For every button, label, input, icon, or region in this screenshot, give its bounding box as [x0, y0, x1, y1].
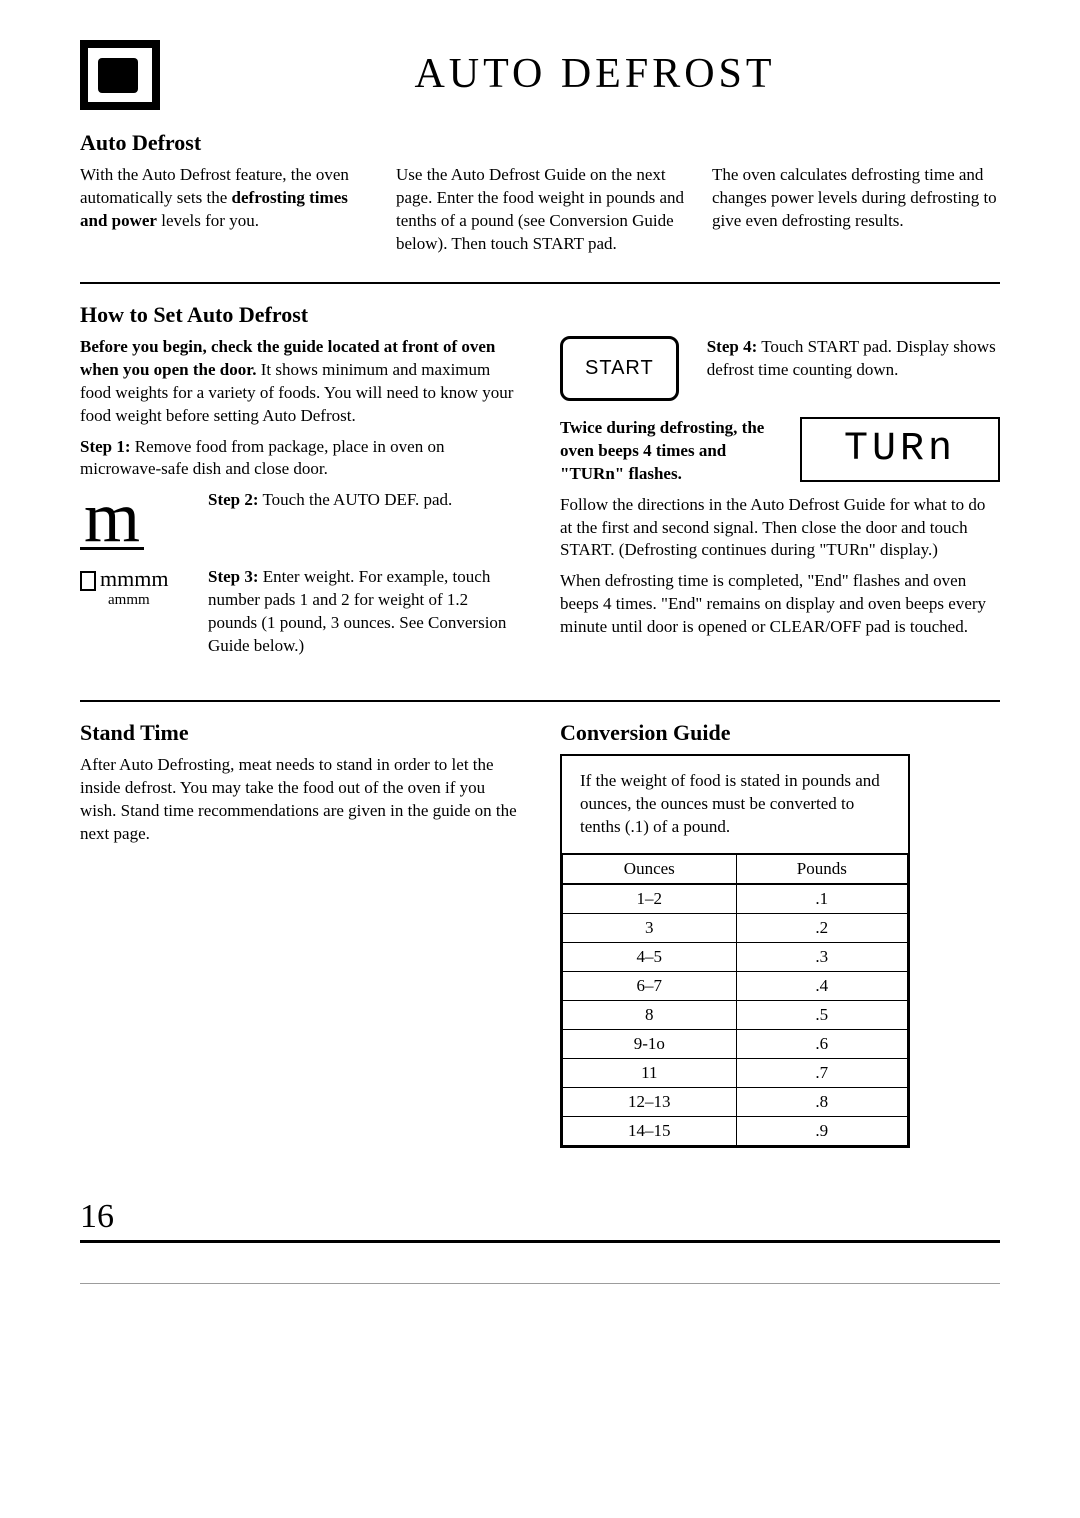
table-cell: .9 [736, 1116, 907, 1145]
page-title: AUTO DEFROST [190, 50, 1000, 98]
turn-followup: Follow the directions in the Auto Defros… [560, 494, 1000, 563]
table-cell: 14–15 [563, 1116, 737, 1145]
logo-icon [80, 40, 160, 110]
section-auto-defrost: Auto Defrost With the Auto Defrost featu… [80, 130, 1000, 264]
conversion-table: If the weight of food is stated in pound… [560, 754, 910, 1148]
step-1: Step 1: Remove food from package, place … [80, 436, 520, 482]
table-cell: .8 [736, 1087, 907, 1116]
table-cell: 8 [563, 1000, 737, 1029]
table-cell: 3 [563, 913, 737, 942]
table-row: 14–15.9 [563, 1116, 908, 1145]
table-cell: .2 [736, 913, 907, 942]
table-header-row: Ounces Pounds [563, 854, 908, 884]
table-cell: .7 [736, 1058, 907, 1087]
page-number: 16 [80, 1198, 1000, 1243]
table-cell: .3 [736, 942, 907, 971]
table-cell: .1 [736, 884, 907, 914]
col-ounces: Ounces [563, 854, 737, 884]
step-3: Step 3: Enter weight. For example, touch… [208, 566, 520, 658]
auto-defrost-col3: The oven calculates defrosting time and … [712, 164, 1000, 233]
auto-defrost-col1: With the Auto Defrost feature, the oven … [80, 164, 368, 233]
table-cell: .5 [736, 1000, 907, 1029]
auto-def-pad-icon: m [80, 489, 190, 550]
intro-text: Before you begin, check the guide locate… [80, 336, 520, 428]
table-row: 3.2 [563, 913, 908, 942]
table-cell: 4–5 [563, 942, 737, 971]
table-row: 9-1o.6 [563, 1029, 908, 1058]
section-stand-time: Stand Time After Auto Defrosting, meat n… [80, 720, 520, 1148]
end-paragraph: When defrosting time is completed, "End"… [560, 570, 1000, 639]
table-row: 1–2.1 [563, 884, 908, 914]
table-cell: .4 [736, 971, 907, 1000]
step-2: Step 2: Touch the AUTO DEF. pad. [208, 489, 452, 512]
start-pad-icon: START [560, 336, 679, 401]
table-cell: 9-1o [563, 1029, 737, 1058]
divider [80, 282, 1000, 284]
how-to-right-col: START Step 4: Touch START pad. Display s… [560, 336, 1000, 682]
divider [80, 700, 1000, 702]
table-cell: 1–2 [563, 884, 737, 914]
bottom-divider [80, 1283, 1000, 1284]
page-header: AUTO DEFROST [80, 40, 1000, 110]
table-row: 12–13.8 [563, 1087, 908, 1116]
how-to-left-col: Before you begin, check the guide locate… [80, 336, 520, 682]
table-cell: 11 [563, 1058, 737, 1087]
table-cell: .6 [736, 1029, 907, 1058]
section-how-to-set: How to Set Auto Defrost Before you begin… [80, 302, 1000, 682]
conversion-caption: If the weight of food is stated in pound… [562, 756, 908, 853]
heading-auto-defrost: Auto Defrost [80, 130, 1000, 156]
table-row: 8.5 [563, 1000, 908, 1029]
bottom-columns: Stand Time After Auto Defrosting, meat n… [80, 720, 1000, 1148]
heading-stand-time: Stand Time [80, 720, 520, 746]
table-cell: 12–13 [563, 1087, 737, 1116]
auto-defrost-col2: Use the Auto Defrost Guide on the next p… [396, 164, 684, 256]
table-row: 11.7 [563, 1058, 908, 1087]
table-row: 4–5.3 [563, 942, 908, 971]
table-cell: 6–7 [563, 971, 737, 1000]
heading-how-to-set: How to Set Auto Defrost [80, 302, 1000, 328]
weight-display-icon: mmmm ammm [80, 566, 190, 609]
step-4: Step 4: Touch START pad. Display shows d… [707, 336, 1000, 382]
section-conversion-guide: Conversion Guide If the weight of food i… [560, 720, 1000, 1148]
stand-time-body: After Auto Defrosting, meat needs to sta… [80, 754, 520, 846]
turn-intro: Twice during defrosting, the oven beeps … [560, 417, 786, 486]
heading-conversion: Conversion Guide [560, 720, 1000, 746]
table-row: 6–7.4 [563, 971, 908, 1000]
col-pounds: Pounds [736, 854, 907, 884]
turn-display-icon: TURn [800, 417, 1000, 482]
